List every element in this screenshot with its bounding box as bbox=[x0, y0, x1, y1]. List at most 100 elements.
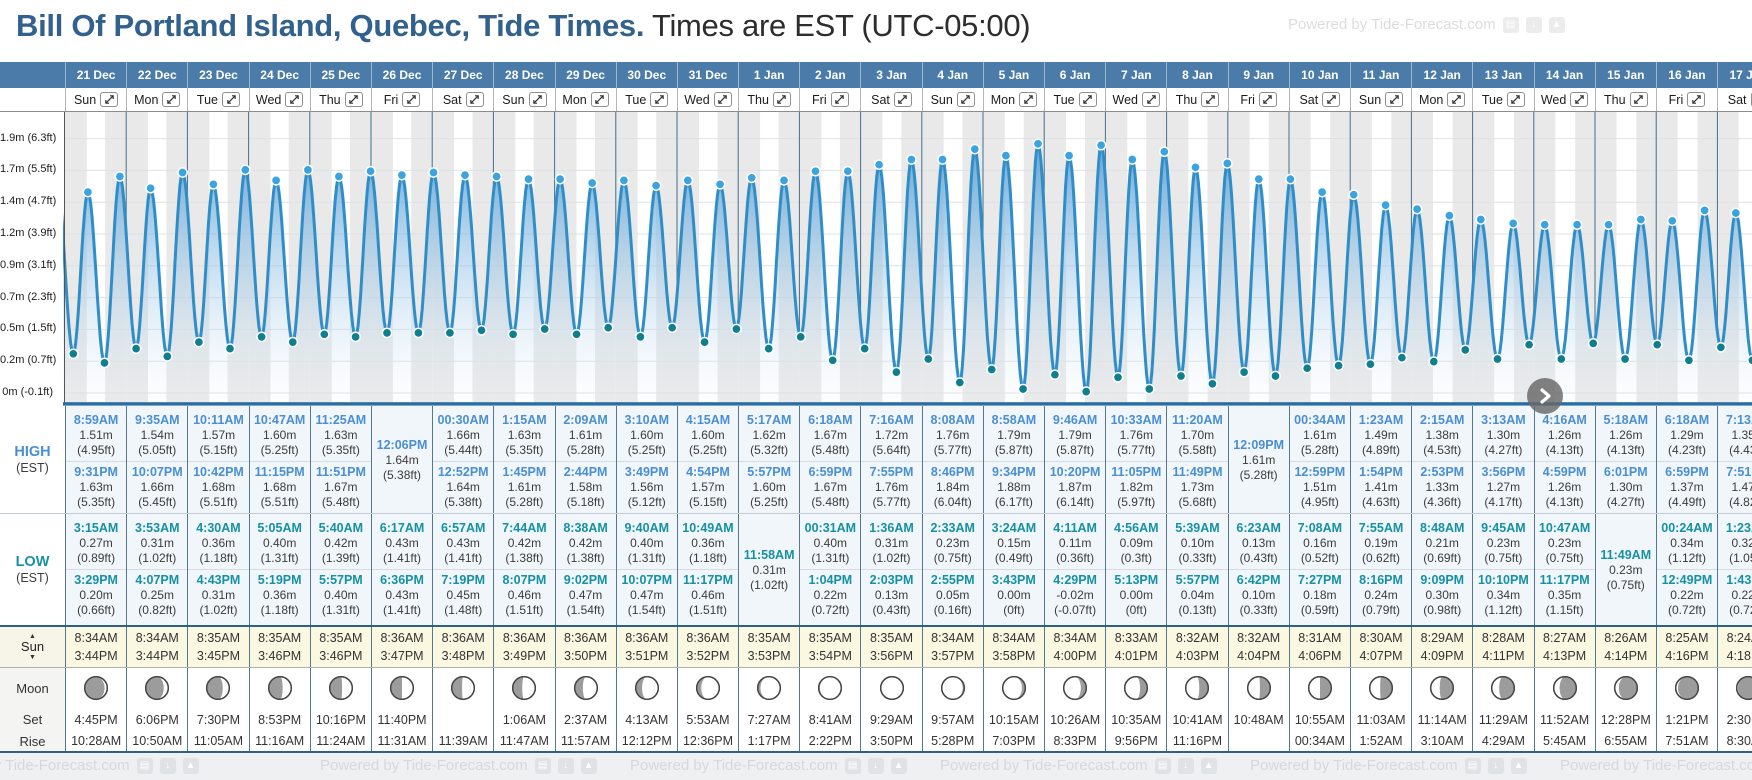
low-tide-dot bbox=[318, 328, 330, 340]
bottom-watermark: Powered by Tide-Forecast.com ▤ ↓ ▲ bbox=[320, 757, 597, 774]
high-tide-time: 11:25AM bbox=[315, 413, 367, 427]
low-tide-dot bbox=[539, 323, 551, 335]
expand-day-button[interactable] bbox=[465, 92, 484, 107]
expand-day-button[interactable] bbox=[1570, 92, 1589, 107]
expand-day-button[interactable] bbox=[1506, 92, 1525, 107]
moon-phase-cell bbox=[187, 668, 248, 708]
low-tide-time: 6:36PM bbox=[380, 573, 424, 588]
expand-day-button[interactable] bbox=[1019, 92, 1038, 107]
expand-day-button[interactable] bbox=[893, 92, 912, 107]
high-tide-time: 8:58AM bbox=[991, 413, 1037, 427]
high-tide-time: 6:01PM bbox=[1603, 465, 1648, 480]
tide-height-ft: (5.25ft) bbox=[260, 442, 299, 457]
expand-day-button[interactable] bbox=[100, 92, 119, 107]
tide-height-ft: (4.95ft) bbox=[1300, 494, 1339, 509]
tide-height-ft: (0.36ft) bbox=[1056, 550, 1095, 565]
expand-day-button[interactable] bbox=[528, 92, 547, 107]
watermark-badge-icon: ↓ bbox=[159, 757, 176, 774]
high-tide-dot bbox=[333, 171, 345, 182]
sun-times-cell: 8:35AM 3:46PM bbox=[309, 627, 371, 667]
expand-day-button[interactable] bbox=[1142, 92, 1161, 107]
low-tide-time: 5:19PM bbox=[257, 573, 302, 588]
expand-day-button[interactable] bbox=[1385, 92, 1404, 107]
moon-phase-icon bbox=[879, 675, 904, 701]
sun-times-cell: 8:25AM 4:16PM bbox=[1655, 627, 1718, 667]
tide-height-ft: (1.41ft) bbox=[383, 602, 422, 617]
low-tide-entry: 3:53AM 0.31m (1.02ft) bbox=[127, 518, 187, 567]
expand-day-button[interactable] bbox=[956, 92, 975, 107]
tide-height-m: 1.88m bbox=[997, 480, 1031, 495]
moon-phase-icon bbox=[634, 675, 659, 701]
watermark-text: Powered by Tide-Forecast.com bbox=[0, 757, 130, 774]
high-tide-entry: 1:54PM 1.41m (4.63ft) bbox=[1350, 461, 1412, 511]
date-header-cell: 9 Jan bbox=[1227, 62, 1289, 88]
dow-cell: Sat bbox=[1717, 88, 1752, 111]
tide-height-m: 0.42m bbox=[507, 536, 542, 551]
low-tide-cell: 9:40AM 0.40m (1.31ft) 10:07PM 0.47m (1.54ft) bbox=[615, 514, 677, 625]
expand-day-button[interactable] bbox=[590, 92, 609, 107]
tide-height-m: 1.76m bbox=[936, 428, 970, 443]
tide-height-m: 1.60m bbox=[752, 480, 786, 495]
low-tide-time: 2:03PM bbox=[869, 573, 914, 588]
tide-height-ft: (1.02ft) bbox=[872, 550, 911, 565]
low-tide-dot bbox=[666, 322, 678, 334]
sunrise-time: 8:27AM bbox=[1543, 630, 1587, 645]
high-tide-entry: 11:51PM 1.67m (5.48ft) bbox=[310, 461, 371, 511]
expand-day-button[interactable] bbox=[344, 92, 363, 107]
expand-day-button[interactable] bbox=[1078, 92, 1097, 107]
dow-cell: Fri bbox=[799, 88, 860, 111]
bottom-watermark: Powered by Tide-Forecast.com ▤ ↓ ▲ bbox=[1250, 757, 1527, 774]
moonrise-time: 11:47AM bbox=[493, 731, 554, 751]
sun-times-cell: 8:34AM 3:44PM bbox=[65, 627, 127, 667]
dow-cell: Thu bbox=[1166, 88, 1227, 111]
sunset-time: 3:50PM bbox=[564, 649, 608, 663]
sunset-time: 3:46PM bbox=[319, 649, 363, 663]
moonrise-time: 7:03PM bbox=[982, 731, 1044, 751]
expand-icon bbox=[1389, 95, 1399, 104]
high-tide-dot bbox=[1730, 207, 1742, 219]
expand-day-button[interactable] bbox=[713, 92, 732, 107]
sunset-time: 4:04PM bbox=[1237, 649, 1281, 663]
expand-icon bbox=[1083, 95, 1092, 104]
low-tide-entry: 8:48AM 0.21m (0.69ft) bbox=[1412, 518, 1472, 567]
expand-day-button[interactable] bbox=[1258, 92, 1277, 107]
tide-height-m: 0.23m bbox=[1609, 563, 1643, 578]
expand-day-button[interactable] bbox=[1629, 92, 1648, 107]
low-tide-time: 11:17PM bbox=[1539, 573, 1590, 588]
tide-height-ft: (0.3ft) bbox=[1120, 550, 1152, 565]
expand-day-button[interactable] bbox=[1322, 92, 1341, 107]
expand-day-button[interactable] bbox=[830, 92, 849, 107]
high-tide-dot bbox=[1063, 150, 1075, 161]
page-title-location: Bill Of Portland Island, Quebec, Tide Ti… bbox=[16, 8, 645, 43]
expand-day-button[interactable] bbox=[402, 92, 421, 107]
low-tide-dot bbox=[1683, 354, 1695, 366]
tide-chart bbox=[63, 112, 1752, 406]
low-tide-time: 12:49PM bbox=[1661, 573, 1713, 588]
expand-day-button[interactable] bbox=[772, 92, 791, 107]
expand-day-button[interactable] bbox=[1201, 92, 1220, 107]
tide-height-ft: (6.04ft) bbox=[933, 494, 972, 509]
tide-height-ft: (4.89ft) bbox=[1362, 442, 1401, 457]
next-days-button[interactable] bbox=[1527, 378, 1563, 414]
tide-height-m: 0.32m bbox=[1731, 536, 1752, 551]
tide-height-m: 0.40m bbox=[324, 588, 358, 603]
tide-height-ft: (1.12ft) bbox=[1667, 550, 1706, 565]
expand-day-button[interactable] bbox=[222, 92, 240, 107]
tide-height-m: 1.61m bbox=[568, 428, 603, 443]
expand-day-button[interactable] bbox=[1687, 92, 1706, 107]
expand-day-button[interactable] bbox=[285, 92, 304, 107]
expand-day-button[interactable] bbox=[1447, 92, 1466, 107]
expand-day-button[interactable] bbox=[650, 92, 669, 107]
tide-height-ft: (1.15ft) bbox=[1545, 602, 1584, 617]
tide-height-m: 0.46m bbox=[691, 588, 725, 603]
moonrise-time: 11:24AM bbox=[309, 731, 371, 751]
tide-height-ft: (5.35ft) bbox=[505, 442, 544, 457]
expand-day-button[interactable] bbox=[162, 92, 181, 107]
low-tide-time: 6:17AM bbox=[379, 521, 425, 535]
watermark-badge-icon: ▤ bbox=[534, 757, 551, 774]
tide-height-ft: (5.51ft) bbox=[260, 494, 299, 509]
high-tide-cell: 12:06PM 1.64m (5.38ft) bbox=[370, 406, 433, 513]
x-axis-line bbox=[63, 402, 1752, 406]
sunrise-time: 8:35AM bbox=[196, 630, 241, 645]
